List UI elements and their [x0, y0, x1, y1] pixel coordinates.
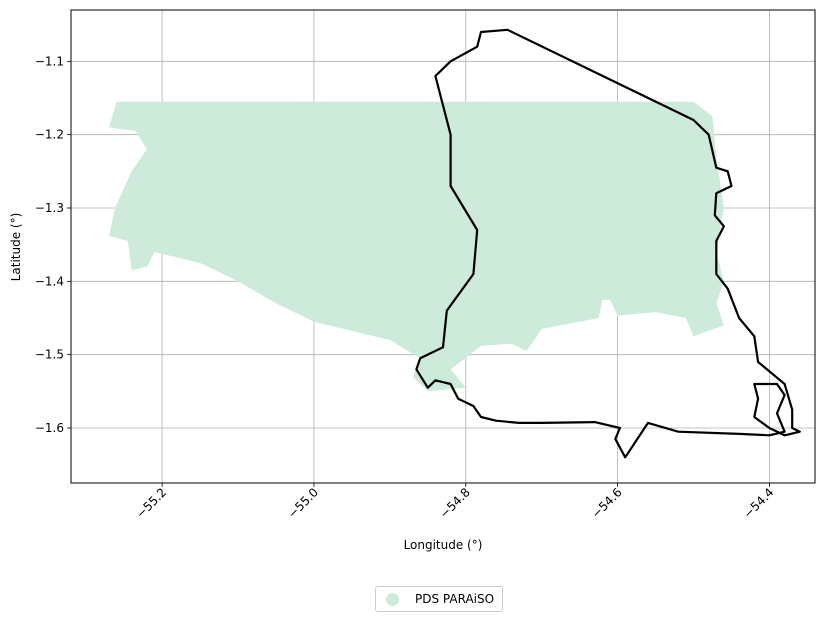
- x-tick-label: −55.0: [285, 485, 321, 521]
- x-axis-label: Longitude (°): [404, 538, 483, 552]
- pds-paraiso-area: [109, 101, 724, 392]
- legend: PDS PARAiSO: [375, 586, 504, 612]
- x-tick-label: −55.2: [133, 485, 169, 521]
- y-tick-label: −1.3: [35, 201, 64, 215]
- boundary-outline: [415, 28, 801, 459]
- x-tick-label: −54.4: [741, 485, 777, 521]
- x-tick-label: −54.8: [437, 485, 473, 521]
- y-tick-label: −1.1: [35, 54, 64, 68]
- data-layer: [109, 28, 801, 459]
- y-axis-label: Latitude (°): [9, 213, 23, 282]
- x-tick-label: −54.6: [589, 485, 625, 521]
- legend-label-pds-paraiso: PDS PARAiSO: [415, 592, 495, 606]
- y-tick-label: −1.5: [35, 348, 64, 362]
- y-tick-label: −1.6: [35, 421, 64, 435]
- plot-frame: [70, 9, 816, 484]
- legend-marker-pds-paraiso: [386, 592, 399, 606]
- y-tick-label: −1.2: [35, 128, 64, 142]
- y-tick-label: −1.4: [35, 274, 64, 288]
